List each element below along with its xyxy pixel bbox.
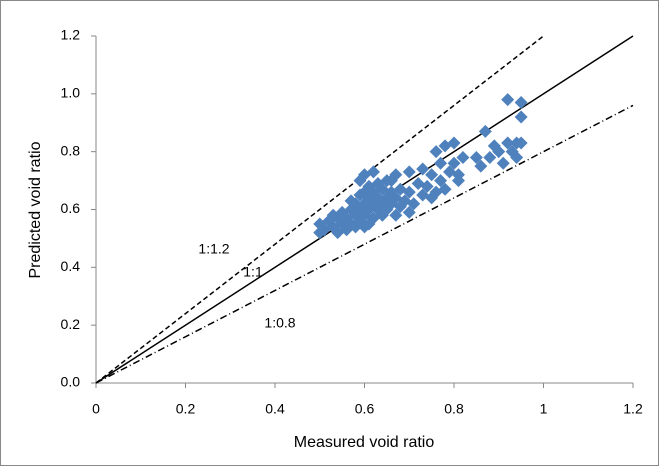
point	[492, 145, 506, 159]
point	[420, 179, 434, 193]
point	[358, 220, 371, 234]
y-tick-label: 1.0	[61, 85, 81, 101]
point	[344, 194, 358, 208]
point	[510, 150, 524, 164]
point	[402, 165, 416, 179]
point	[514, 110, 528, 124]
reference-line	[95, 104, 634, 384]
point	[447, 156, 461, 170]
x-axis-title: Measured void ratio	[294, 434, 435, 451]
point	[438, 182, 452, 196]
point	[483, 150, 497, 164]
point	[514, 136, 528, 150]
y-axis-title: Predicted void ratio	[27, 141, 44, 278]
y-tick-label: 0.8	[61, 142, 81, 158]
y-tick-label: 0.6	[61, 200, 81, 216]
point	[478, 124, 492, 138]
point	[416, 162, 430, 176]
x-tick-label: 1	[540, 401, 548, 417]
point	[514, 96, 528, 110]
point	[389, 208, 403, 222]
x-tick-label: 0.6	[355, 401, 375, 417]
line-label: 1:1.2	[198, 241, 229, 257]
y-tick-label: 0.2	[61, 316, 81, 332]
point	[451, 174, 465, 188]
point	[407, 197, 421, 211]
reference-line	[95, 35, 544, 384]
y-tick-label: 1.2	[61, 27, 81, 43]
x-tick-label: 0.4	[265, 401, 285, 417]
point	[434, 156, 448, 170]
point	[326, 208, 340, 222]
y-tick-label: 0.4	[61, 258, 81, 274]
point	[469, 150, 483, 164]
x-tick-label: 1.2	[623, 401, 643, 417]
point	[429, 145, 443, 159]
point	[402, 185, 416, 199]
point	[402, 205, 416, 219]
line-label: 1:1	[243, 264, 263, 280]
point	[384, 174, 398, 188]
point	[447, 136, 461, 150]
y-tick-label: 0.0	[61, 374, 81, 390]
point	[474, 159, 488, 173]
point	[425, 168, 439, 182]
x-tick-label: 0	[92, 401, 100, 417]
point	[366, 165, 380, 179]
x-tick-label: 0.2	[176, 401, 196, 417]
point	[434, 174, 448, 188]
point	[501, 136, 515, 150]
point	[456, 150, 470, 164]
point	[501, 93, 515, 107]
point	[496, 156, 510, 170]
x-tick-label: 0.8	[444, 401, 464, 417]
line-label: 1:0.8	[264, 315, 295, 331]
